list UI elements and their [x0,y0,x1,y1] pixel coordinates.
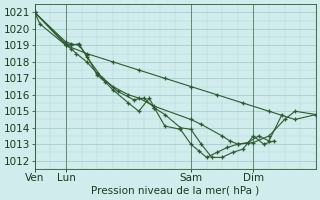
X-axis label: Pression niveau de la mer( hPa ): Pression niveau de la mer( hPa ) [91,186,260,196]
